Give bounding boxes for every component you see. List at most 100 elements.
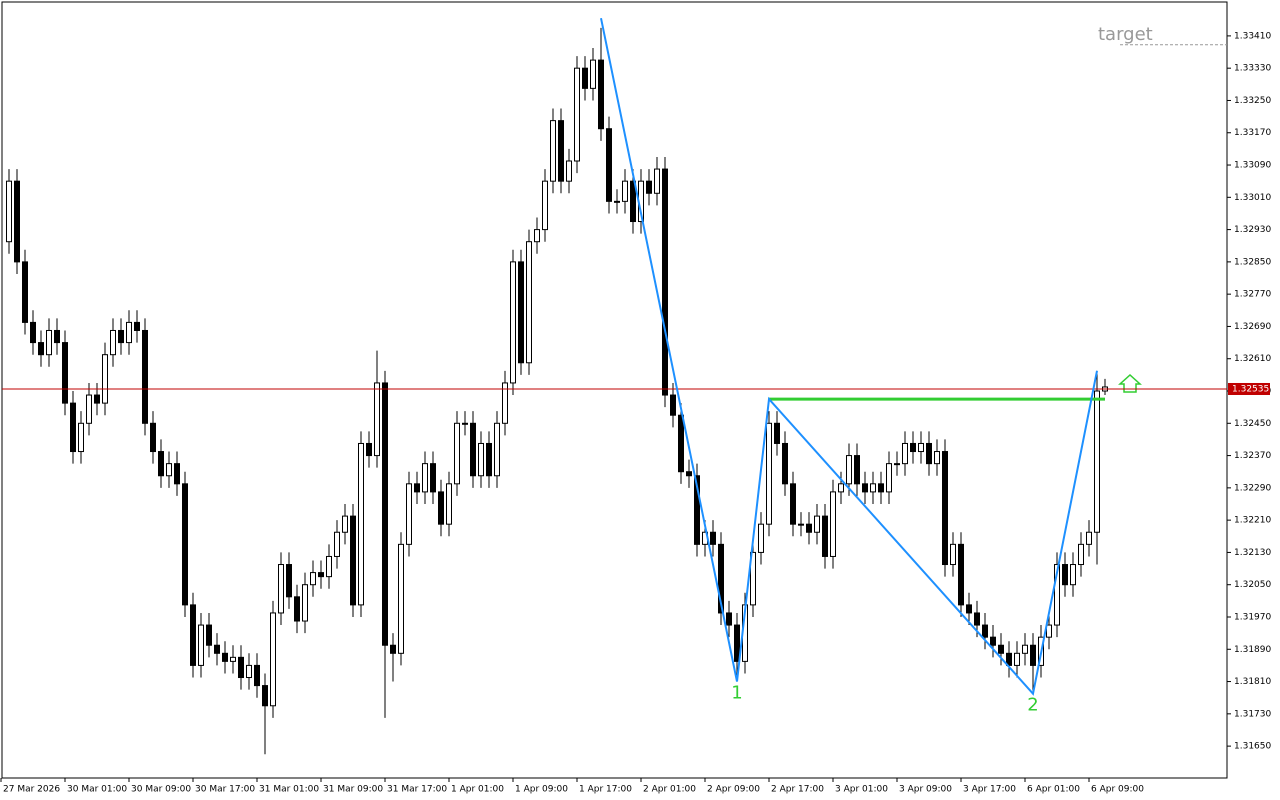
candle-body [526, 241, 532, 364]
candle-body [654, 168, 660, 194]
candle-body [270, 612, 276, 707]
candle-body [246, 664, 252, 679]
x-tick-label: 6 Apr 01:00 [1027, 785, 1080, 795]
target-label: target [1098, 24, 1153, 45]
candle-body [870, 483, 876, 493]
candle-body [710, 531, 716, 545]
candle-body [462, 422, 468, 425]
candle-body [1054, 564, 1060, 626]
candle-body [958, 543, 964, 606]
x-tick-label: 6 Apr 09:00 [1091, 785, 1144, 795]
candle-body [342, 515, 348, 533]
candle-body [814, 515, 820, 533]
x-tick-label: 31 Mar 17:00 [387, 785, 447, 795]
y-tick-label: 1.31810 [1234, 677, 1271, 687]
candle-body [1022, 644, 1028, 654]
current-price-box [1228, 382, 1270, 395]
y-tick-label: 1.32690 [1234, 322, 1271, 332]
x-tick-label: 30 Mar 09:00 [131, 785, 191, 795]
y-tick-label: 1.33250 [1234, 96, 1271, 106]
candle-body [294, 596, 300, 622]
candle-body [734, 624, 740, 662]
candle-body [62, 342, 68, 404]
candle-body [942, 451, 948, 566]
candle-body [590, 59, 596, 89]
candle-body [782, 442, 788, 485]
x-tick-label: 3 Apr 09:00 [899, 785, 952, 795]
candle-body [158, 451, 164, 477]
y-tick-label: 1.33330 [1234, 64, 1271, 74]
candle-body [470, 422, 476, 477]
candle-body [38, 342, 44, 356]
candle-body [830, 491, 836, 557]
candle-body [286, 564, 292, 598]
candle-body [902, 442, 908, 465]
pattern-label: 2 [1027, 695, 1038, 716]
y-tick-label: 1.32130 [1234, 548, 1271, 558]
candle-body [78, 422, 84, 453]
candle-body [1062, 564, 1068, 586]
x-tick-label: 3 Apr 17:00 [963, 785, 1016, 795]
candle-body [422, 463, 428, 493]
candle-body [726, 612, 732, 626]
x-tick-label: 31 Mar 01:00 [259, 785, 319, 795]
x-tick-label: 30 Mar 17:00 [195, 785, 255, 795]
y-tick-label: 1.32210 [1234, 516, 1271, 526]
y-tick-label: 1.31970 [1234, 612, 1271, 622]
candle-body [622, 180, 628, 202]
candle-body [22, 261, 28, 323]
y-tick-label: 1.32050 [1234, 580, 1271, 590]
candle-body [998, 644, 1004, 654]
candle-body [150, 422, 156, 453]
candle-body [686, 471, 692, 477]
candle-body [190, 604, 196, 666]
candle-body [278, 564, 284, 614]
candle-body [6, 180, 12, 243]
candle-body [366, 442, 372, 457]
y-tick-label: 1.31730 [1234, 709, 1271, 719]
candle-body [478, 442, 484, 477]
y-tick-label: 1.32930 [1234, 225, 1271, 235]
pattern-label: 1 [731, 683, 742, 704]
candle-body [630, 180, 636, 223]
x-tick-label: 3 Apr 01:00 [835, 785, 888, 795]
candle-body [14, 180, 20, 263]
candle-body [174, 463, 180, 485]
candle-body [982, 624, 988, 638]
candle-body [46, 329, 52, 356]
candle-body [326, 555, 332, 578]
candle-body [302, 584, 308, 622]
candle-body [598, 59, 604, 130]
x-tick-label: 31 Mar 09:00 [323, 785, 383, 795]
candle-body [350, 515, 356, 606]
candle-body [510, 261, 516, 384]
candle-body [142, 329, 148, 424]
candle-body [790, 483, 796, 525]
candle-body [822, 515, 828, 557]
candle-body [486, 442, 492, 477]
x-tick-label: 2 Apr 01:00 [643, 785, 696, 795]
candle-body [1078, 543, 1084, 566]
candle-body [662, 168, 668, 396]
buy-arrow [1118, 373, 1142, 393]
candle-body [54, 329, 60, 344]
candle-body [934, 451, 940, 465]
candle-body [206, 624, 212, 646]
candle-body [854, 455, 860, 485]
candle-body [406, 483, 412, 545]
candle-body [494, 422, 500, 477]
candle-body [670, 394, 676, 416]
candle-body [862, 483, 868, 493]
candle-body [134, 321, 140, 331]
candle-body [846, 455, 852, 485]
candle-body [86, 394, 92, 424]
candle-body [70, 402, 76, 453]
x-tick-label: 2 Apr 09:00 [707, 785, 760, 795]
current-price-label: 1.32535 [1232, 384, 1269, 394]
candle-body [254, 664, 260, 687]
candle-body [718, 543, 724, 614]
candle-body [1086, 531, 1092, 545]
candle-body [798, 523, 804, 526]
candle-body [574, 67, 580, 162]
